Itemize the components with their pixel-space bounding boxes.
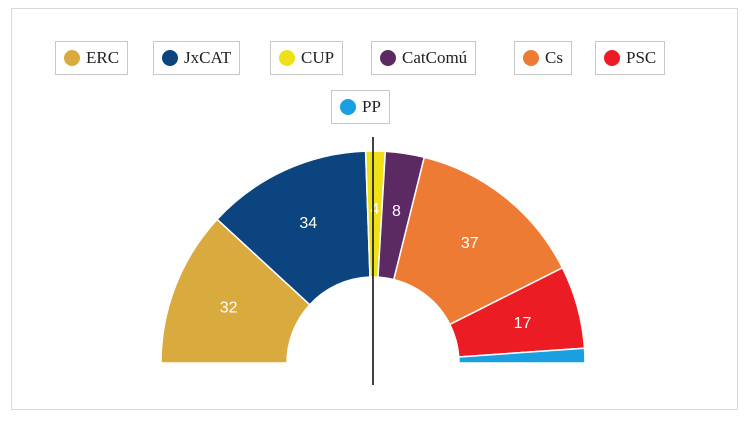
- seat-label-cup: 4: [370, 201, 379, 218]
- legend-item-psc[interactable]: PSC: [595, 41, 666, 75]
- legend-item-erc[interactable]: ERC: [55, 41, 129, 75]
- legend-item-catcomu[interactable]: CatComú: [371, 41, 477, 75]
- legend-item-jxcat[interactable]: JxCAT: [153, 41, 241, 75]
- legend-label-psc: PSC: [626, 48, 657, 67]
- legend-dot-cs: [523, 50, 539, 66]
- seat-label-cs: 37: [461, 235, 479, 252]
- legend-dot-jxcat: [162, 50, 178, 66]
- segment-cs[interactable]: [392, 156, 564, 326]
- legend-label-cup: CUP: [301, 48, 335, 67]
- legend-dot-catcomu: [380, 50, 396, 66]
- legend-dot-pp: [340, 99, 356, 115]
- segment-jxcat[interactable]: [216, 150, 371, 306]
- seat-label-psc: 17: [514, 315, 532, 332]
- legend-label-jxcat: JxCAT: [184, 48, 232, 67]
- legend-dot-cup: [279, 50, 295, 66]
- legend-label-erc: ERC: [86, 48, 120, 67]
- legend-item-cs[interactable]: Cs: [514, 41, 572, 75]
- seat-label-catcom: 8: [392, 203, 401, 220]
- seat-label-erc: 32: [220, 300, 238, 317]
- legend-label-cs: Cs: [545, 48, 563, 67]
- segment-erc[interactable]: [160, 218, 311, 364]
- legend-item-cup[interactable]: CUP: [270, 41, 344, 75]
- segment-pp[interactable]: [457, 347, 586, 364]
- legend-item-pp[interactable]: PP: [331, 90, 390, 124]
- legend-dot-erc: [64, 50, 80, 66]
- seat-label-jxcat: 34: [299, 215, 317, 232]
- legend-dot-psc: [604, 50, 620, 66]
- legend-label-catcomu: CatComú: [402, 48, 468, 67]
- legend-label-pp: PP: [362, 97, 381, 116]
